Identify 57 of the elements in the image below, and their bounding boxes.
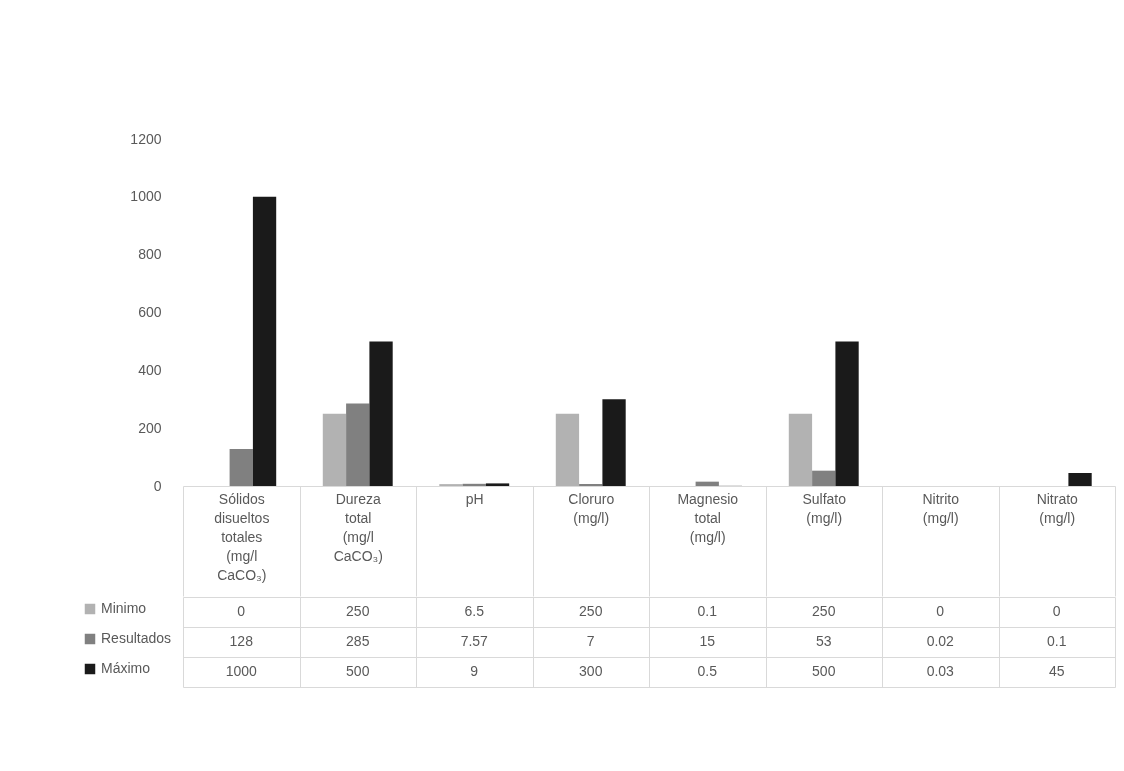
data-label: 0.1 [1047, 633, 1067, 649]
data-label: 1000 [225, 663, 258, 679]
x-tick-label: Dureza total (mg/l CaCO₃) [333, 490, 383, 564]
data-label: 128 [229, 633, 254, 649]
data-label: 0 [936, 603, 945, 619]
y-tick-label: 800 [138, 246, 162, 263]
bar [462, 483, 486, 486]
data-label: 7 [586, 633, 595, 649]
y-tick-label: 200 [138, 419, 162, 436]
bar [346, 403, 370, 486]
bar [812, 470, 836, 486]
bar [485, 483, 510, 486]
bar [602, 399, 626, 486]
bar [252, 196, 277, 486]
bar [555, 413, 580, 486]
data-label: 0.1 [697, 603, 718, 619]
data-label: 300 [579, 663, 603, 679]
data-label: 7.57 [460, 633, 489, 649]
legend-label: Minimo [101, 600, 147, 616]
data-label: 285 [346, 633, 370, 649]
data-label: 500 [812, 663, 836, 679]
data-label: 250 [346, 603, 370, 619]
x-tick-label: Nitrito (mg/l) [922, 490, 960, 526]
bar [1068, 472, 1092, 486]
y-tick-label: 0 [153, 477, 162, 494]
legend-label: Resultados [101, 630, 172, 646]
data-label: 15 [699, 633, 716, 649]
y-tick-label: 1000 [130, 188, 162, 205]
x-tick-label: Sólidos disueltos totales (mg/l CaCO₃) [214, 490, 270, 583]
bar [695, 481, 719, 486]
bar [835, 341, 859, 486]
x-tick-label: Nitrato (mg/l) [1036, 490, 1079, 526]
x-tick-label: Cloruro (mg/l) [568, 490, 615, 526]
bar [369, 341, 393, 486]
data-label: 500 [346, 663, 370, 679]
data-label: 0.02 [926, 633, 955, 649]
x-tick-label: pH [465, 490, 484, 507]
data-label: 250 [812, 603, 836, 619]
x-tick-label: Sulfato (mg/l) [802, 490, 847, 526]
bar [229, 448, 253, 486]
data-label: 0 [1052, 603, 1061, 619]
data-label: 0.5 [697, 663, 718, 679]
bar [788, 413, 813, 486]
x-tick-label: Magnesio total (mg/l) [677, 490, 739, 545]
data-label: 9 [470, 663, 479, 679]
bar [579, 483, 603, 486]
data-label: 6.5 [464, 603, 485, 619]
y-tick-label: 400 [138, 361, 162, 378]
y-tick-label: 600 [138, 304, 162, 320]
legend-label: Máximo [101, 660, 151, 676]
bar [322, 413, 347, 486]
data-label: 53 [815, 633, 832, 649]
y-tick-label: 1200 [130, 130, 162, 147]
data-label: 250 [579, 603, 603, 619]
data-label: 0 [237, 603, 246, 619]
data-label: 45 [1048, 663, 1065, 679]
data-label: 0.03 [926, 663, 955, 679]
